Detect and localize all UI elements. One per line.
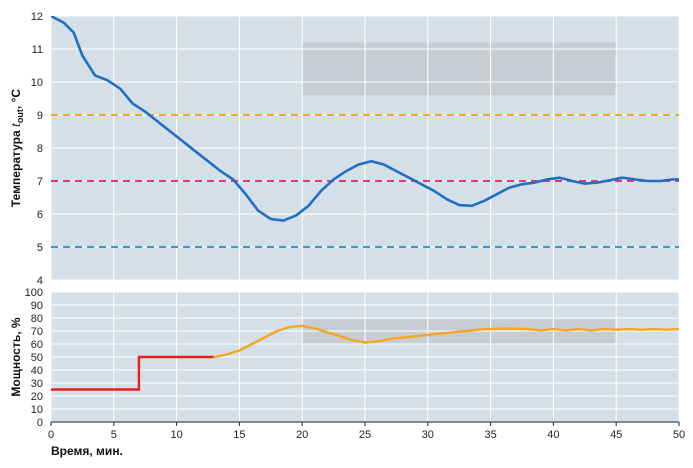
top-y-tick-10: 10 (31, 77, 43, 89)
x-tick-labels: 0 5 10 15 20 25 30 35 40 45 50 (48, 429, 685, 441)
top-y-tick-8: 8 (37, 143, 43, 155)
bottom-y-tick-90: 90 (31, 300, 43, 312)
power-auto-series-line (213, 324, 679, 359)
bottom-y-tick-100: 100 (25, 287, 43, 299)
bottom-y-tick-60: 60 (31, 339, 43, 351)
bottom-y-tick-70: 70 (31, 326, 43, 338)
x-tick-35: 35 (484, 429, 496, 441)
top-y-tick-labels: 4 5 6 7 8 9 10 11 12 (31, 11, 43, 287)
top-y-axis-title: Температура tout, °C (9, 89, 25, 207)
x-tick-50: 50 (673, 429, 685, 441)
top-y-tick-6: 6 (37, 209, 43, 221)
power-manual-series-line (51, 355, 215, 391)
x-tick-10: 10 (170, 429, 182, 441)
x-tick-40: 40 (547, 429, 559, 441)
bottom-gridlines (51, 292, 679, 422)
x-tick-marks (50, 422, 680, 426)
bottom-y-tick-50: 50 (31, 352, 43, 364)
bottom-y-axis-title: Мощность, % (9, 317, 23, 396)
bottom-y-tick-20: 20 (31, 391, 43, 403)
top-y-tick-11: 11 (32, 44, 43, 56)
x-tick-45: 45 (610, 429, 622, 441)
bottom-y-tick-10: 10 (31, 404, 43, 416)
temperature-series-line (51, 16, 679, 222)
x-tick-0: 0 (48, 429, 54, 441)
bottom-y-tick-30: 30 (31, 378, 43, 390)
x-axis-title: Время, мин. (51, 444, 123, 458)
x-tick-20: 20 (296, 429, 308, 441)
x-tick-15: 15 (233, 429, 245, 441)
top-y-tick-4: 4 (37, 275, 43, 287)
top-y-tick-12: 12 (31, 11, 43, 23)
top-y-tick-9: 9 (37, 110, 43, 122)
bottom-y-tick-0: 0 (37, 417, 43, 429)
x-tick-25: 25 (359, 429, 371, 441)
x-tick-5: 5 (111, 429, 117, 441)
x-tick-30: 30 (422, 429, 434, 441)
top-shaded-region (302, 42, 617, 96)
top-reference-lines (51, 114, 679, 248)
top-y-tick-5: 5 (37, 242, 43, 254)
top-y-tick-7: 7 (37, 176, 43, 188)
bottom-y-tick-80: 80 (31, 313, 43, 325)
bottom-y-tick-40: 40 (31, 365, 43, 377)
